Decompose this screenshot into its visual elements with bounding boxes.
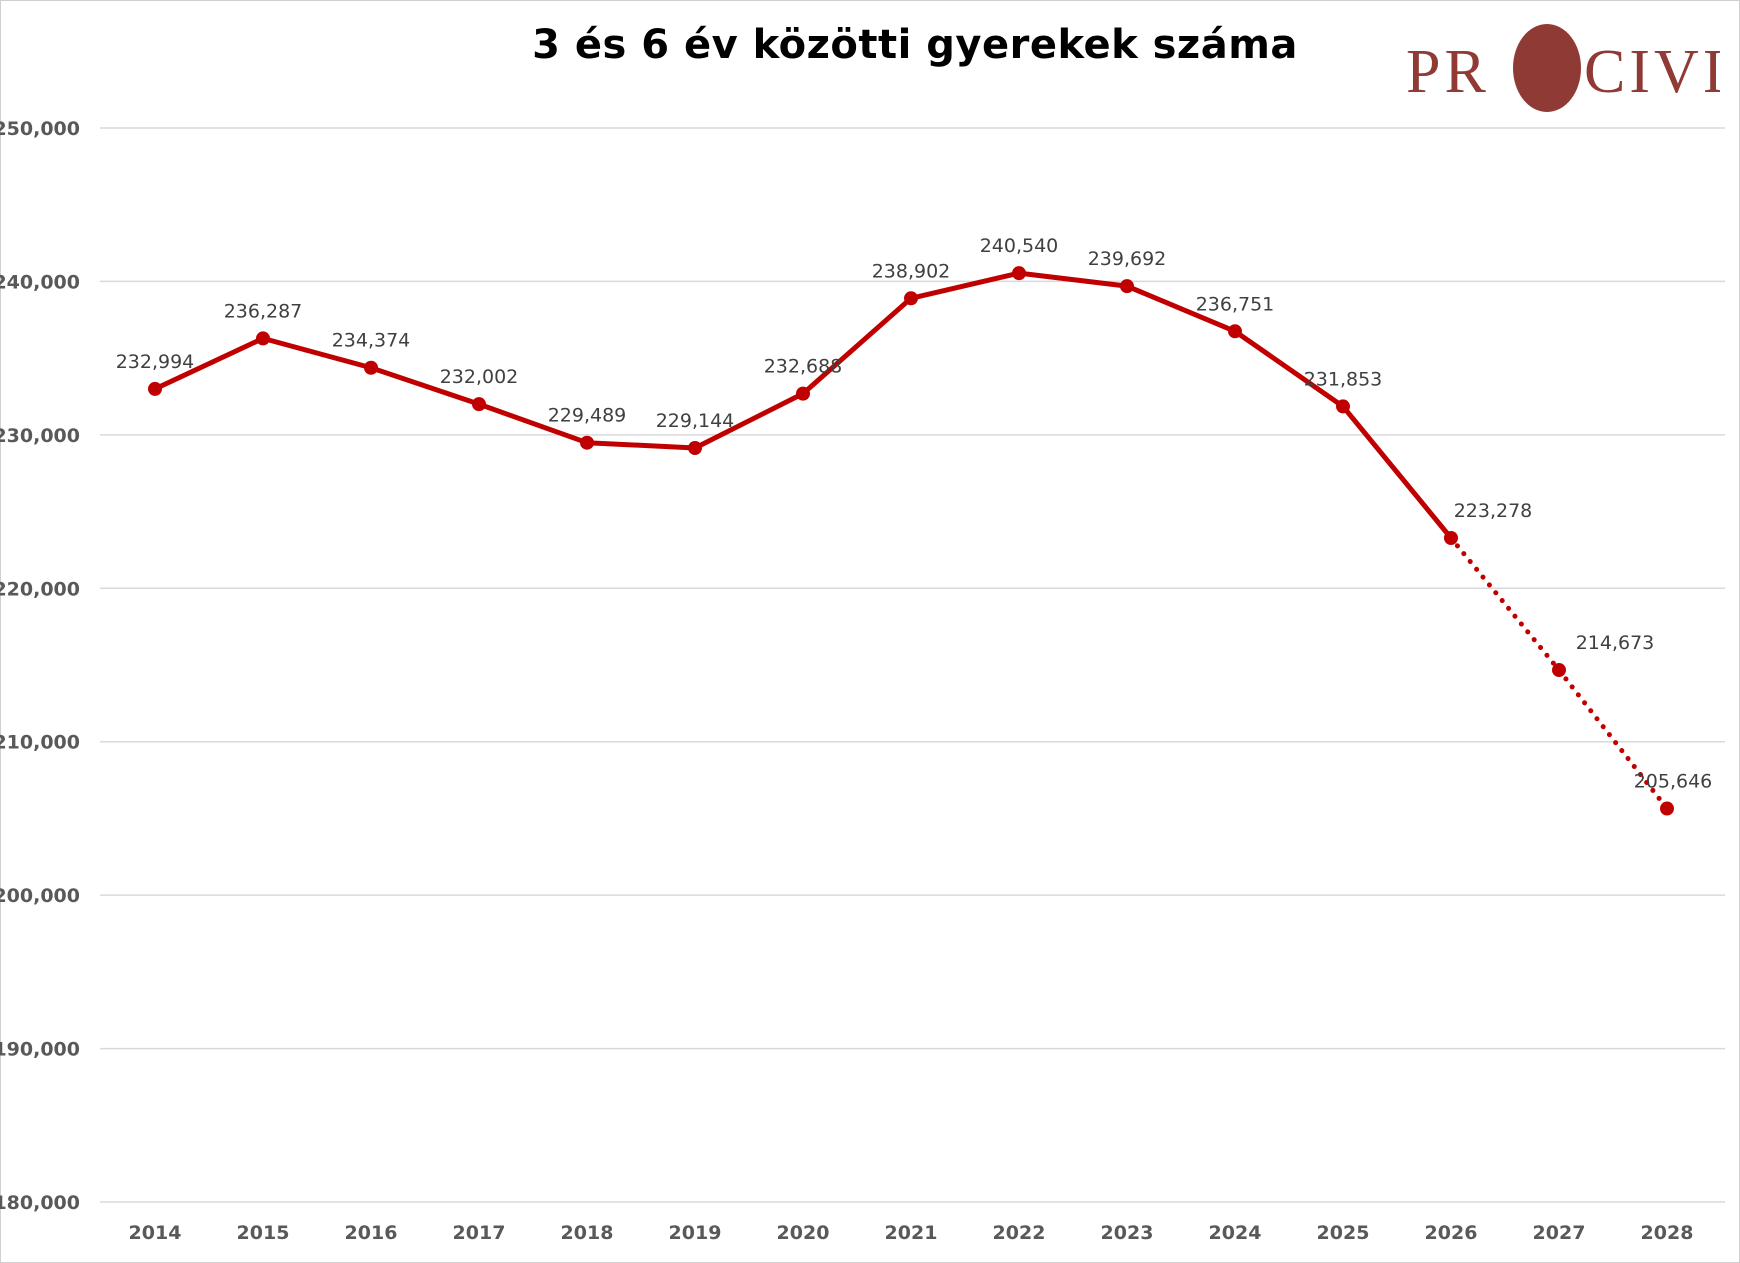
x-tick-label: 2026 <box>1425 1222 1478 1244</box>
data-point <box>1228 324 1242 339</box>
data-label: 236,751 <box>1196 293 1275 315</box>
data-label: 231,853 <box>1304 368 1383 390</box>
logo-circle <box>1513 24 1581 112</box>
y-tick-label: 220,000 <box>0 578 80 600</box>
x-tick-label: 2019 <box>669 1222 722 1244</box>
data-point <box>580 435 594 450</box>
data-point <box>904 291 918 306</box>
x-tick-label: 2025 <box>1317 1222 1370 1244</box>
x-tick-label: 2017 <box>453 1222 506 1244</box>
data-labels: 232,994 236,287 234,374 232,002 229,489 229,1… <box>116 235 1713 792</box>
y-tick-label: 240,000 <box>0 271 80 293</box>
gridlines <box>100 127 1725 1203</box>
x-tick-label: 2027 <box>1533 1222 1586 1244</box>
data-point <box>256 331 270 346</box>
procivis-logo: PR CIVIS <box>1406 24 1720 112</box>
data-point <box>796 386 810 401</box>
data-label: 234,374 <box>332 330 411 352</box>
data-point <box>1336 399 1350 414</box>
data-point <box>1444 530 1458 545</box>
data-label: 232,994 <box>116 351 195 373</box>
data-label: 232,688 <box>764 356 843 378</box>
logo-text-right: CIVIS <box>1584 38 1720 106</box>
series-lines <box>152 270 1670 812</box>
x-tick-label: 2018 <box>561 1222 614 1244</box>
data-label: 214,673 <box>1576 632 1655 654</box>
y-tick-label: 180,000 <box>0 1192 80 1214</box>
data-point <box>148 381 162 396</box>
data-label: 205,646 <box>1634 771 1713 793</box>
data-point <box>472 397 486 412</box>
x-tick-label: 2028 <box>1641 1222 1694 1244</box>
logo-text-left: PR <box>1406 38 1490 106</box>
data-point <box>1012 266 1026 281</box>
x-tick-label: 2015 <box>237 1222 290 1244</box>
x-tick-label: 2022 <box>993 1222 1046 1244</box>
series-points <box>148 266 1674 816</box>
chart-title: 3 és 6 év közötti gyerekek száma <box>532 22 1298 68</box>
data-label: 238,902 <box>872 260 951 282</box>
data-point <box>1552 663 1566 678</box>
data-label: 240,540 <box>980 235 1059 257</box>
data-label: 239,692 <box>1088 248 1167 270</box>
y-tick-label: 200,000 <box>0 885 80 907</box>
y-tick-label: 250,000 <box>0 118 80 140</box>
x-axis-ticks: 2014 2015 2016 2017 2018 2019 2020 2021 2022 2023… <box>129 1222 1694 1244</box>
x-tick-label: 2023 <box>1101 1222 1154 1244</box>
data-label: 229,489 <box>548 405 627 427</box>
y-tick-label: 190,000 <box>0 1039 80 1061</box>
data-label: 229,144 <box>656 410 735 432</box>
data-point <box>364 360 378 375</box>
x-tick-label: 2020 <box>777 1222 830 1244</box>
x-tick-label: 2016 <box>345 1222 398 1244</box>
y-tick-label: 210,000 <box>0 732 80 754</box>
data-point <box>688 440 702 455</box>
x-tick-label: 2014 <box>129 1222 182 1244</box>
y-axis-ticks: 250,000 240,000 230,000 220,000 210,000 200,0… <box>0 118 80 1214</box>
data-point <box>1120 279 1134 294</box>
data-point <box>1660 801 1674 816</box>
y-tick-label: 230,000 <box>0 425 80 447</box>
x-tick-label: 2024 <box>1209 1222 1262 1244</box>
data-label: 236,287 <box>224 300 303 322</box>
data-label: 223,278 <box>1454 500 1533 522</box>
data-label: 232,002 <box>440 366 519 388</box>
x-tick-label: 2021 <box>885 1222 938 1244</box>
